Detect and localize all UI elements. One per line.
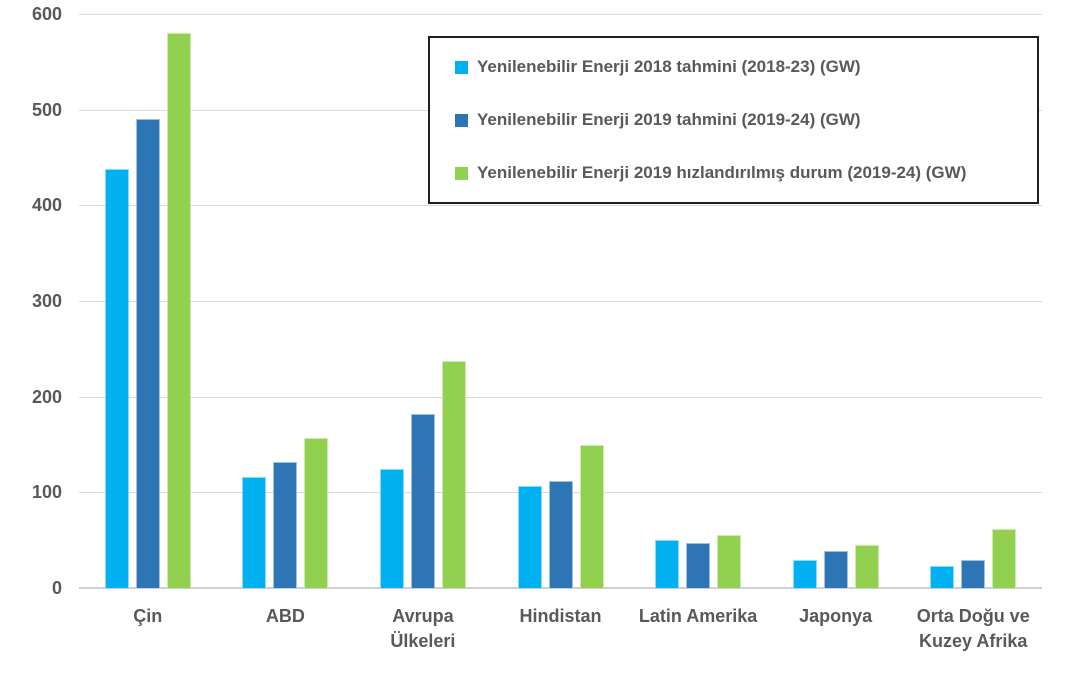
legend-label: Yenilenebilir Enerji 2019 tahmini (2019-… xyxy=(477,110,861,129)
legend-label: Yenilenebilir Enerji 2018 tahmini (2018-… xyxy=(477,57,861,76)
bar-series1-Orta Doğu ve Kuzey Afrika xyxy=(930,565,955,588)
bar-series1-Hindistan xyxy=(517,485,542,588)
x-tick-label-line: Avrupa xyxy=(392,606,454,626)
bar-series1-Avrupa Ülkeleri xyxy=(379,469,404,588)
x-tick-label: Latin Amerika xyxy=(618,604,778,629)
bar-series3-Hindistan xyxy=(579,445,604,588)
x-tick-label-line: Japonya xyxy=(799,606,873,626)
y-tick-label: 0 xyxy=(51,578,62,598)
legend-marker xyxy=(455,113,468,127)
bar-series2-Çin xyxy=(135,119,160,588)
gridline xyxy=(79,396,1042,398)
x-tick-label-line: Ülkeleri xyxy=(390,631,456,651)
x-tick-label-line: Orta Doğu ve xyxy=(916,606,1030,626)
gridline xyxy=(79,205,1042,207)
y-tick-label: 400 xyxy=(31,195,62,216)
bar-series3-Latin Amerika xyxy=(717,535,742,588)
x-tick-label-line: Latin Amerika xyxy=(638,606,758,626)
x-tick-label: Orta Doğu ve Kuzey Afrika xyxy=(893,604,1053,654)
y-tick-label: 500 xyxy=(31,99,62,120)
legend-item: Yenilenebilir Enerji 2018 tahmini (2018-… xyxy=(455,57,1029,77)
gridline xyxy=(79,14,1042,15)
bar-series1-ABD xyxy=(242,477,267,588)
x-tick-label: Hindistan xyxy=(481,604,641,629)
legend-item: Yenilenebilir Enerji 2019 hızlandırılmış… xyxy=(455,163,1029,183)
legend-item: Yenilenebilir Enerji 2019 tahmini (2019-… xyxy=(455,110,1029,130)
bar-series1-Latin Amerika xyxy=(655,540,680,588)
y-tick-label: 600 xyxy=(31,4,62,24)
legend: Yenilenebilir Enerji 2018 tahmini (2018-… xyxy=(428,36,1039,204)
bar-series2-Avrupa Ülkeleri xyxy=(410,413,435,588)
bar-series1-Japonya xyxy=(792,560,817,588)
x-tick-label-line: Hindistan xyxy=(519,606,602,626)
bar-series3-ABD xyxy=(304,437,329,588)
y-tick-label: 300 xyxy=(31,291,62,311)
bar-series2-Latin Amerika xyxy=(686,543,711,588)
legend-marker xyxy=(455,60,468,74)
x-tick-label: Japonya xyxy=(756,604,916,629)
x-tick-label: Çin xyxy=(68,604,228,629)
y-tick-label: 200 xyxy=(31,386,62,407)
gridline xyxy=(79,301,1042,302)
x-tick-label-line: Kuzey Afrika xyxy=(919,631,1028,651)
bar-series1-Çin xyxy=(104,168,129,588)
x-tick-label-line: ABD xyxy=(265,606,305,626)
bar-series2-Japonya xyxy=(823,550,848,588)
x-tick-label-line: Çin xyxy=(133,606,163,626)
bar-series2-Orta Doğu ve Kuzey Afrika xyxy=(961,560,986,588)
x-tick-label: ABD xyxy=(205,604,365,629)
y-tick-label: 100 xyxy=(31,482,62,503)
bar-series3-Avrupa Ülkeleri xyxy=(441,361,466,588)
legend-marker xyxy=(455,166,468,180)
bar-series3-Japonya xyxy=(854,544,879,588)
x-tick-label: Avrupa Ülkeleri xyxy=(343,604,503,654)
bar-series3-Orta Doğu ve Kuzey Afrika xyxy=(992,528,1017,588)
legend-label: Yenilenebilir Enerji 2019 hızlandırılmış… xyxy=(477,163,967,182)
bar-series2-Hindistan xyxy=(548,480,573,588)
bar-series2-ABD xyxy=(273,461,298,588)
x-axis-line xyxy=(79,587,1042,589)
bar-series3-Çin xyxy=(166,33,191,588)
